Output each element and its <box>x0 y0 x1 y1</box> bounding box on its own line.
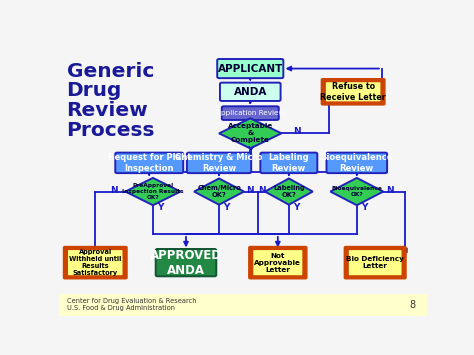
Polygon shape <box>194 179 244 205</box>
Polygon shape <box>219 118 282 148</box>
Text: Y: Y <box>223 203 229 212</box>
FancyBboxPatch shape <box>253 249 303 276</box>
Text: APPROVED
ANDA: APPROVED ANDA <box>150 248 222 277</box>
FancyBboxPatch shape <box>344 246 406 279</box>
Text: Application Review: Application Review <box>216 110 284 116</box>
Text: PreApproval
Inspection Results
OK?: PreApproval Inspection Results OK? <box>122 183 184 200</box>
Text: Chemistry & Micro
Review: Chemistry & Micro Review <box>175 153 263 173</box>
Text: Bioequivalence
OK?: Bioequivalence OK? <box>331 186 382 197</box>
Text: N: N <box>259 186 266 195</box>
Text: Labeling
OK?: Labeling OK? <box>273 185 305 198</box>
FancyBboxPatch shape <box>321 79 385 105</box>
Text: Refuse to
Receive Letter: Refuse to Receive Letter <box>320 82 386 102</box>
FancyBboxPatch shape <box>325 81 381 102</box>
FancyBboxPatch shape <box>327 153 387 173</box>
FancyBboxPatch shape <box>217 59 283 78</box>
Text: APPLICANT: APPLICANT <box>218 64 283 73</box>
FancyBboxPatch shape <box>155 249 216 276</box>
FancyBboxPatch shape <box>249 246 307 279</box>
Text: Y: Y <box>361 203 367 212</box>
FancyBboxPatch shape <box>220 83 281 101</box>
Text: N: N <box>246 186 254 195</box>
Text: Not
Approvable
Letter: Not Approvable Letter <box>255 253 301 273</box>
FancyBboxPatch shape <box>59 294 427 316</box>
Text: U.S. Food & Drug Administration: U.S. Food & Drug Administration <box>66 305 174 311</box>
Polygon shape <box>125 178 181 205</box>
Text: Acceptable
&
Complete: Acceptable & Complete <box>228 123 273 143</box>
Text: Y: Y <box>247 146 254 154</box>
FancyBboxPatch shape <box>260 153 317 173</box>
FancyBboxPatch shape <box>222 106 279 120</box>
Text: Bio Deficiency
Letter: Bio Deficiency Letter <box>346 256 404 269</box>
Text: Bioequivalence
Review: Bioequivalence Review <box>320 153 393 173</box>
Polygon shape <box>265 179 313 205</box>
FancyBboxPatch shape <box>64 246 127 279</box>
FancyBboxPatch shape <box>67 249 123 276</box>
Text: Approval
Withheld until
Results
Satisfactory: Approval Withheld until Results Satisfac… <box>69 249 121 276</box>
Text: N: N <box>110 186 118 195</box>
Text: Labeling
Review: Labeling Review <box>269 153 309 173</box>
Text: Request for Plant
Inspection: Request for Plant Inspection <box>108 153 191 173</box>
Text: 8: 8 <box>410 300 416 310</box>
FancyBboxPatch shape <box>187 153 251 173</box>
Text: Chem/Micro
OK?: Chem/Micro OK? <box>197 185 241 198</box>
Text: N: N <box>386 186 394 195</box>
Text: Y: Y <box>157 203 164 212</box>
Polygon shape <box>330 178 383 205</box>
Text: N: N <box>293 127 301 136</box>
FancyBboxPatch shape <box>115 153 183 173</box>
FancyBboxPatch shape <box>348 249 402 276</box>
Text: Y: Y <box>293 203 300 212</box>
Text: ANDA: ANDA <box>234 87 267 97</box>
Text: Generic
Drug
Review
Process: Generic Drug Review Process <box>66 62 155 140</box>
Text: Center for Drug Evaluation & Research: Center for Drug Evaluation & Research <box>66 298 196 304</box>
